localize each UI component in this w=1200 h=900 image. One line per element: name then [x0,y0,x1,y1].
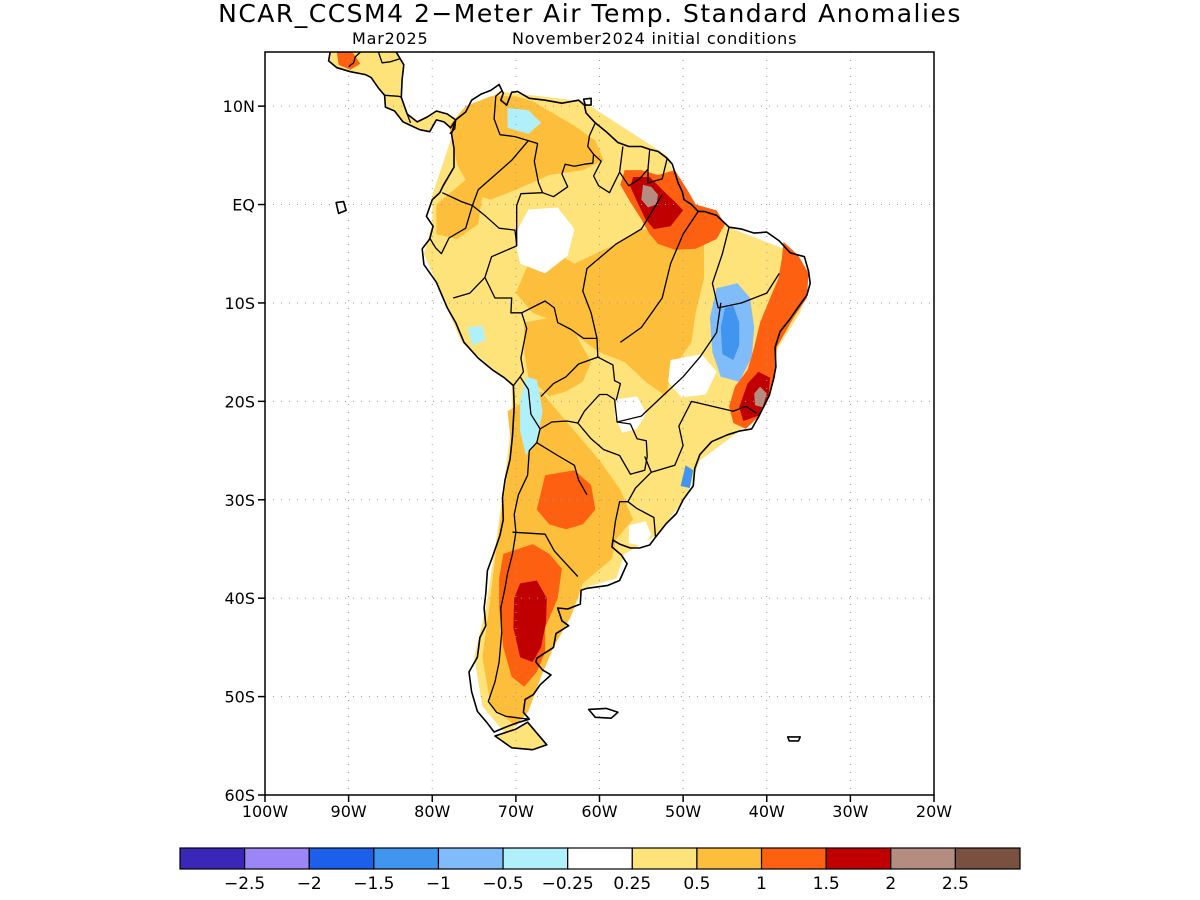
colorbar-label: −0.5 [482,874,523,894]
lat-tick-label: 60S [224,786,255,805]
page-title: NCAR_CCSM4 2−Meter Air Temp. Standard An… [218,0,962,28]
near-normal-northwest-amazon [514,207,575,274]
lat-tick-label: 10S [224,294,255,313]
colorbar-label: −2 [297,874,322,894]
colorbar-label: −0.25 [542,874,594,894]
country-border [616,302,722,423]
anomaly-region-bolivia [524,317,592,397]
colorbar-swatch [696,847,763,870]
anomaly-region-peru-cool [467,325,486,346]
colorbar-swatch [308,847,375,870]
lat-tick-label: 50S [224,688,255,707]
colorbar-swatch [437,847,504,870]
coastline-falklands [587,707,619,719]
colorbar-label: −1.5 [353,874,394,894]
colorbar-label: 2.5 [942,874,969,894]
forecast-month: Mar2025 [352,29,429,48]
country-border [429,205,474,255]
near-normal-paraguay [614,396,647,433]
country-border [512,531,579,577]
country-border [521,300,622,401]
anomaly-region-tierra-del-fuego [495,722,547,750]
country-border [471,140,529,206]
colorbar-swatch [760,847,827,870]
colorbar-swatch [179,847,246,870]
country-border [620,211,699,343]
anomaly-region-northern-colombia-venezuela [449,96,604,200]
country-border [577,399,648,475]
coastline-island [582,97,592,106]
colorbar-swatch [825,847,892,870]
lon-tick-label: 100W [242,802,289,821]
country-border [493,89,544,246]
initial-conditions-label: November2024 initial conditions [512,29,798,48]
colorbar-label: −2.5 [224,874,265,894]
country-border [582,194,663,339]
country-border [711,227,780,309]
colorbar-label: 2 [885,874,896,894]
lon-tick-label: 50W [665,802,701,821]
country-border [449,119,457,135]
colorbar-swatch [373,847,440,870]
near-normal-uruguay-coast [628,521,652,546]
lat-tick-label: EQ [232,196,255,215]
country-border [442,192,518,246]
country-border [627,501,657,538]
lon-tick-label: 40W [749,802,785,821]
country-border [406,113,412,124]
anomaly-region-south-brazil-cool [680,465,694,488]
lon-tick-label: 30W [832,802,868,821]
anomaly-region-central-america [328,52,456,132]
coastline-tierra-del-fuego [494,721,548,751]
anomaly-region-andes-cool [520,376,543,456]
anomaly-region-western-colombia [436,179,483,239]
colorbar-label: 0.25 [613,874,651,894]
colorbar-label: −1 [426,874,451,894]
coastline-island [786,736,801,742]
lat-tick-label: 40S [224,589,255,608]
anomaly-region-venezuela-cool [507,108,541,134]
country-border [536,442,588,496]
country-border [651,400,758,473]
lat-tick-label: 20S [224,392,255,411]
country-border [384,94,402,98]
country-border [540,356,599,397]
colorbar-swatch [631,847,698,870]
anomaly-region-southeast-brazil-peak [754,386,767,408]
country-border [619,149,651,187]
colorbar-swatch [954,847,1021,870]
country-border [484,245,528,386]
colorbar-label: 1 [756,874,767,894]
country-border [377,52,400,64]
colorbar-swatch [244,847,310,870]
lon-tick-label: 90W [331,802,367,821]
country-border [542,122,596,198]
near-normal-goias [668,354,717,398]
colorbar-swatch [502,847,569,870]
lon-tick-label: 70W [498,802,534,821]
coastline-island [335,200,347,215]
anomaly-region-bahia-cool-core [720,305,740,360]
country-border [348,52,362,68]
colorbar-swatch [567,847,633,870]
anomaly-region-para-amapa-peak [641,184,658,208]
anomaly-region-amazon-central [515,229,704,397]
colorbar-label: 1.5 [813,874,840,894]
country-border [647,158,668,184]
colorbar-swatch [890,847,956,870]
country-border [539,393,615,430]
lat-tick-label: 10N [223,97,255,116]
colorbar-label: 0.5 [683,874,710,894]
coastline-south-america [421,83,811,733]
coastline-central-america [327,52,457,133]
country-border [453,276,486,299]
lon-tick-label: 20W [916,802,952,821]
lat-tick-label: 30S [224,491,255,510]
lon-tick-label: 60W [581,802,617,821]
anomaly-region-patagonia-core [513,580,547,663]
lon-tick-label: 80W [414,802,450,821]
country-border [487,376,541,720]
